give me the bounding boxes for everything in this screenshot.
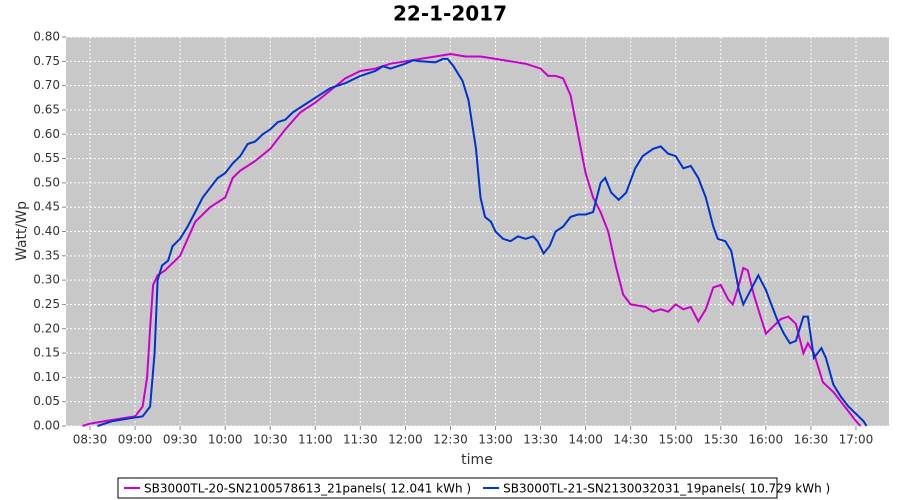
x-tick-label: 15:00	[658, 433, 693, 447]
y-tick-label: 0.55	[33, 151, 60, 165]
x-tick-label: 17:00	[839, 433, 874, 447]
y-tick-label: 0.25	[33, 297, 60, 311]
x-tick-label: 12:30	[433, 433, 468, 447]
y-tick-label: 0.65	[33, 102, 60, 116]
x-tick-label: 11:30	[343, 433, 378, 447]
y-tick-label: 0.45	[33, 200, 60, 214]
series-line	[97, 57, 868, 427]
y-tick-label: 0.10	[33, 370, 60, 384]
x-tick-label: 13:30	[523, 433, 558, 447]
x-tick-label: 14:00	[568, 433, 603, 447]
legend-label: SB3000TL-21-SN2130032031_19panels( 10.72…	[503, 482, 830, 496]
y-tick-label: 0.15	[33, 346, 60, 360]
x-tick-label: 09:30	[163, 433, 198, 447]
x-axis-label: time	[461, 452, 493, 468]
y-tick-label: 0.35	[33, 248, 60, 262]
x-tick-label: 11:00	[298, 433, 333, 447]
x-tick-label: 14:30	[613, 433, 648, 447]
x-tick-label: 16:00	[749, 433, 784, 447]
y-tick-label: 0.00	[33, 419, 60, 433]
series-line	[82, 52, 862, 427]
x-tick-label: 16:30	[794, 433, 829, 447]
x-tick-label: 10:00	[208, 433, 243, 447]
y-tick-label: 0.70	[33, 78, 60, 92]
x-tick-label: 12:00	[388, 433, 423, 447]
y-tick-label: 0.50	[33, 175, 60, 189]
x-tick-label: 10:30	[253, 433, 288, 447]
x-tick-label: 08:30	[73, 433, 108, 447]
chart-title: 22-1-2017	[393, 2, 507, 26]
y-tick-label: 0.20	[33, 321, 60, 335]
plot-area	[66, 37, 889, 426]
y-tick-label: 0.30	[33, 273, 60, 287]
x-tick-label: 13:00	[478, 433, 513, 447]
y-tick-label: 0.80	[33, 30, 60, 44]
y-tick-label: 0.75	[33, 54, 60, 68]
y-tick-label: 0.60	[33, 127, 60, 141]
legend	[117, 477, 778, 499]
legend-label: SB3000TL-20-SN2100578613_21panels( 12.04…	[144, 482, 471, 496]
y-tick-label: 0.05	[33, 394, 60, 408]
x-tick-label: 15:30	[703, 433, 738, 447]
y-axis-label: Watt/Wp	[14, 201, 30, 261]
y-tick-label: 0.40	[33, 224, 60, 238]
x-tick-label: 09:00	[118, 433, 153, 447]
